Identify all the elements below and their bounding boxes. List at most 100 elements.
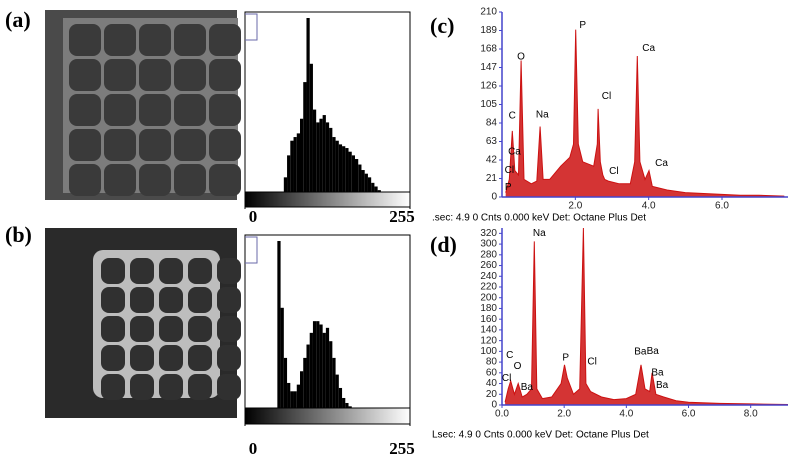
histogram-bar <box>364 173 368 192</box>
peak-label: O <box>517 52 525 63</box>
histogram-bar <box>300 371 304 408</box>
scaffold-pore <box>130 374 154 400</box>
histogram-bar <box>335 374 339 408</box>
peak-label: Ba <box>634 347 647 358</box>
histogram-bar <box>325 327 330 408</box>
histogram-bar <box>335 140 339 192</box>
histogram-bar <box>283 177 288 192</box>
scaffold-pore <box>188 316 212 342</box>
histogram-bar <box>280 307 284 408</box>
x-tick-label: 6.0 <box>715 201 729 212</box>
histogram-bar <box>277 241 281 408</box>
scaffold-pore <box>174 59 206 91</box>
histogram-bar <box>316 122 320 192</box>
peak-label: P <box>562 352 569 363</box>
x-tick-label: 2.0 <box>557 409 571 420</box>
peak-label: C <box>509 111 516 122</box>
scaffold-pore <box>101 258 125 284</box>
y-tick-label: 120 <box>480 335 497 346</box>
scaffold-pore <box>130 258 154 284</box>
panel-label: (b) <box>5 222 32 247</box>
histogram-bar <box>348 406 352 408</box>
peak-label: C <box>506 350 513 361</box>
y-tick-label: 147 <box>480 62 497 73</box>
x-tick-label: 8.0 <box>744 409 758 420</box>
histogram-bar <box>338 387 343 408</box>
scaffold-pore <box>69 24 101 56</box>
scaffold-pore <box>159 316 183 342</box>
y-tick-label: 20 <box>486 389 498 400</box>
histogram-bar <box>312 321 317 408</box>
scaffold-pore <box>104 94 136 126</box>
peak-label: Ba <box>647 346 660 357</box>
spectrum-line <box>504 227 789 405</box>
histogram-bar <box>332 137 336 192</box>
peak-label: Cl <box>505 165 514 176</box>
histogram-bar <box>287 155 291 192</box>
scaffold-pore <box>104 129 136 161</box>
scaffold-pore <box>188 287 212 313</box>
y-tick-label: 21 <box>486 173 498 184</box>
scaffold-pore <box>209 59 241 91</box>
spectrum-line <box>505 29 785 197</box>
scaffold-pore <box>159 258 183 284</box>
spectrum-caption: Lsec: 4.9 0 Cnts 0.000 keV Det: Octane P… <box>432 430 649 441</box>
histogram-bar <box>374 186 378 192</box>
y-tick-label: 80 <box>486 357 498 368</box>
scaffold-pore <box>209 129 241 161</box>
histogram-bar <box>355 159 359 192</box>
scaffold-pore <box>104 59 136 91</box>
y-tick-label: 0 <box>491 400 497 411</box>
y-tick-label: 105 <box>480 99 497 110</box>
scaffold-pore <box>159 345 183 371</box>
scaffold-pore <box>69 94 101 126</box>
histogram-bar <box>329 341 333 408</box>
panel-label: (c) <box>430 13 454 38</box>
histogram-bar <box>283 357 288 408</box>
scaffold-pore <box>159 374 183 400</box>
histogram-bar <box>361 170 365 192</box>
panel-label: (a) <box>5 7 31 32</box>
histogram-bar <box>325 122 330 192</box>
gray-scale-bar <box>244 407 411 425</box>
x-tick-label: 4.0 <box>642 201 656 212</box>
histogram-bar <box>377 190 381 192</box>
scaffold-pore <box>209 94 241 126</box>
scaffold-pore <box>174 94 206 126</box>
histogram-bar <box>300 118 304 192</box>
histogram-bar <box>367 177 372 192</box>
scaffold-pore <box>104 164 136 196</box>
x-tick-label: 0.0 <box>495 409 509 420</box>
histogram-bar <box>303 82 307 192</box>
spectrum-caption: .sec: 4.9 0 Cnts 0.000 keV Det: Octane P… <box>432 213 646 224</box>
scaffold-pore <box>217 258 241 284</box>
y-tick-label: 60 <box>486 367 498 378</box>
scaffold-pore <box>209 24 241 56</box>
scaffold-pore <box>101 345 125 371</box>
scaffold-pore <box>217 345 241 371</box>
histogram-marker <box>245 236 258 264</box>
histogram-bar <box>293 391 297 408</box>
y-tick-label: 260 <box>480 260 497 271</box>
y-tick-label: 320 <box>480 228 497 239</box>
x-tick-label: 255 <box>389 439 415 458</box>
y-tick-label: 200 <box>480 292 497 303</box>
peak-label: Ca <box>508 147 521 158</box>
y-tick-label: 300 <box>480 239 497 250</box>
scaffold-pore <box>130 287 154 313</box>
scaffold-pore <box>101 287 125 313</box>
peak-label: Ca <box>642 43 655 54</box>
histogram-bar <box>296 384 300 408</box>
peak-label: Na <box>536 110 549 121</box>
x-tick-label: 0 <box>249 439 258 458</box>
histogram-bar <box>287 382 291 408</box>
histogram-bar <box>345 148 349 192</box>
histogram-bar <box>290 140 294 192</box>
scaffold-pore <box>188 258 212 284</box>
peak-label: Cl <box>602 91 611 102</box>
histogram-bar <box>345 402 349 408</box>
scaffold-pore <box>217 316 241 342</box>
y-tick-label: 0 <box>491 192 497 203</box>
y-tick-label: 240 <box>480 271 497 282</box>
